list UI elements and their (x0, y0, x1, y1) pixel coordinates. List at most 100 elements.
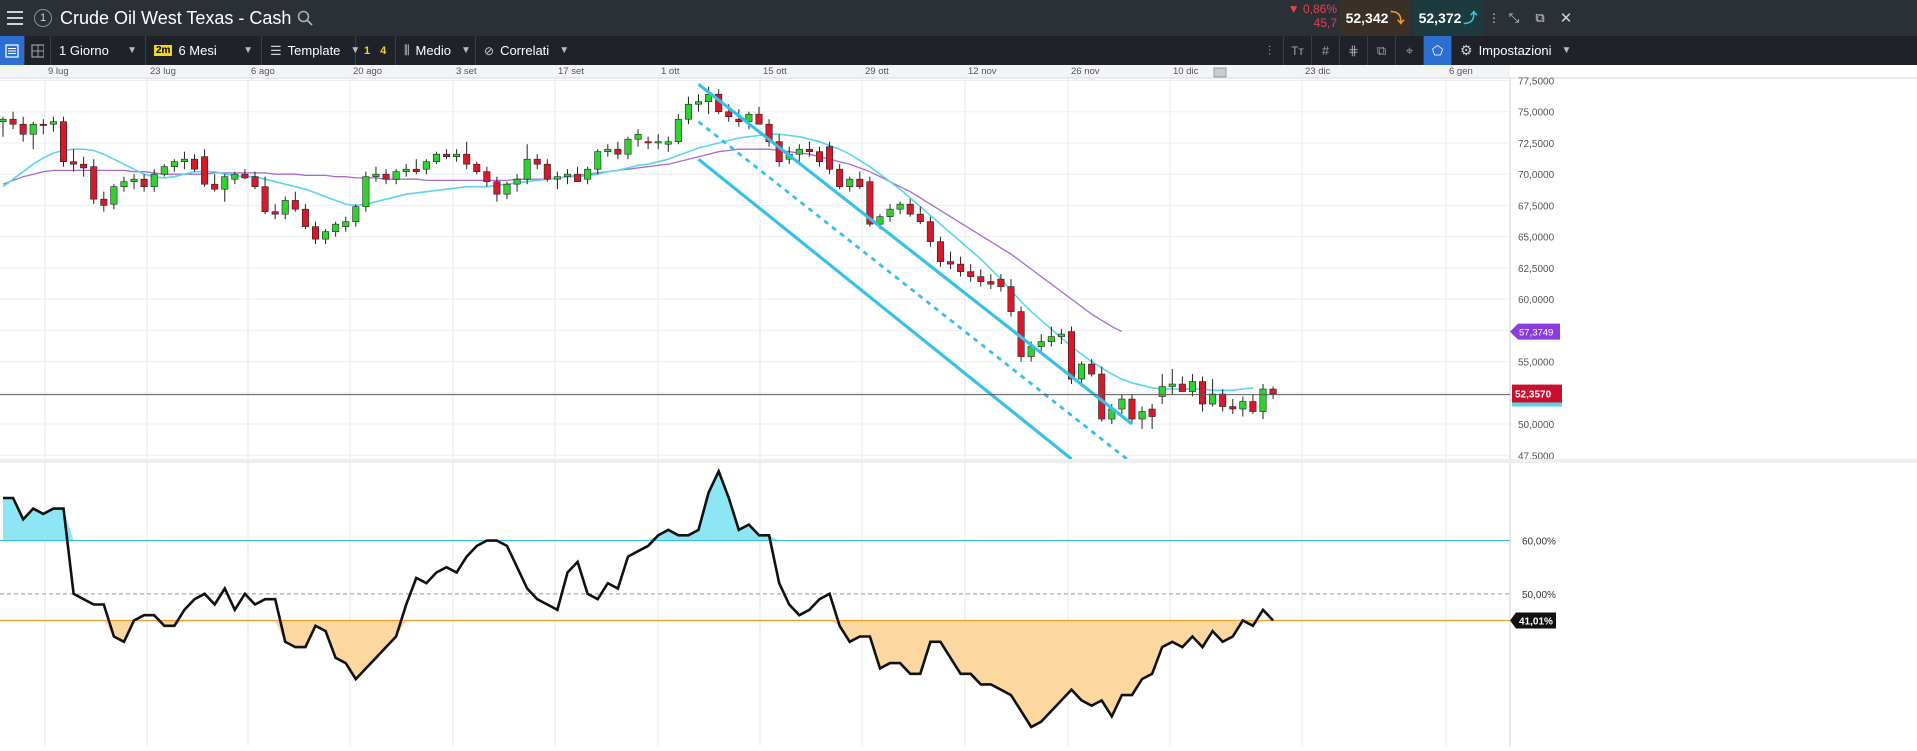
candle-body (150, 173, 158, 187)
candle-body (936, 241, 944, 262)
date-tick-label: 20 ago (353, 66, 382, 77)
candles-icon: ⫼ (404, 43, 410, 57)
change-pct: ▼ 0,86% (1287, 2, 1337, 16)
price-tick-label: 67,5000 (1518, 201, 1555, 212)
candle-body (382, 173, 390, 180)
candle-body (271, 211, 279, 215)
price-tick-label: 72,5000 (1518, 139, 1555, 150)
text-size-icon[interactable]: Tт (1284, 36, 1312, 65)
date-tick-label: 23 dic (1305, 66, 1331, 77)
badge-4: 4 (380, 44, 387, 57)
hamburger-menu-icon[interactable] (0, 0, 30, 36)
candle-body (563, 173, 571, 177)
layers-icon[interactable]: ⧉ (1368, 36, 1396, 65)
period-label: 6 Mesi (178, 43, 217, 58)
drag-handle-icon[interactable]: ⋮ (1488, 11, 1500, 25)
candle-body (604, 148, 612, 153)
crosshair-icon[interactable]: ⌖ (1396, 36, 1424, 65)
candle-body (0, 118, 7, 123)
candle-body (503, 183, 511, 195)
candle-body (120, 181, 128, 187)
candle-body (836, 168, 844, 187)
pane-separator (0, 459, 1917, 463)
price-tick-label: 55,0000 (1518, 358, 1555, 369)
candle-body (39, 123, 47, 126)
candle-body (301, 208, 309, 227)
settings-button[interactable]: ⚙ Impostazioni ▼ (1452, 36, 1571, 65)
date-tick-label: 15 ott (763, 66, 787, 77)
search-icon[interactable] (297, 10, 314, 26)
correlated-select[interactable]: ⊘ Correlati ▼ (476, 36, 569, 65)
candle-body (191, 158, 199, 170)
oscillator-line (3, 467, 1275, 729)
candle-body (1007, 286, 1015, 312)
chart-canvas[interactable]: 9 lug 23 lug 6 ago 20 ago 3 set 17 set 1 ott 15… (0, 65, 1917, 746)
shrink-icon[interactable]: ⤡ (1508, 10, 1520, 25)
overbought-fill (3, 471, 1274, 541)
list-view-button[interactable] (0, 36, 25, 65)
candle-body (755, 113, 763, 125)
date-tick-label: 10 dic (1173, 66, 1199, 77)
up-arrow-icon: ⤴ (1463, 10, 1478, 26)
candle-body (362, 176, 370, 207)
correlati-label: Correlati (500, 43, 550, 58)
period-select[interactable]: 2m 6 Mesi ▼ (146, 36, 262, 65)
sell-price-button[interactable]: 52,342 ⤵ (1340, 0, 1410, 36)
candle-body (866, 181, 874, 225)
candle-body (473, 163, 481, 172)
candle-body (997, 278, 1005, 287)
template-select[interactable]: ☰ Template ▼ (262, 36, 360, 65)
candle-body (342, 221, 350, 227)
buy-price-button[interactable]: 52,372 ⤴ (1413, 0, 1483, 36)
candle-body (1269, 388, 1277, 395)
tag-icon[interactable]: ⬠ (1424, 36, 1452, 65)
candle-body (553, 176, 561, 180)
candle-body (926, 221, 934, 242)
draw-tools-icon[interactable]: ⋕ (1340, 36, 1368, 65)
last-price-tag (1512, 384, 1562, 403)
date-axis-band (0, 65, 1510, 78)
ruler-icon[interactable]: ⫶ (1256, 36, 1284, 65)
interval-select[interactable]: 1 Giorno ▼ (51, 36, 146, 65)
candle-body (1078, 363, 1086, 380)
price-tick-label: 77,5000 (1518, 76, 1555, 87)
date-tick-label: 17 set (558, 66, 584, 77)
candle-body (463, 153, 471, 165)
candle-body (311, 226, 319, 240)
candle-body (967, 271, 975, 277)
candle-body (523, 158, 531, 180)
candle-body (1199, 381, 1207, 405)
candle-body (725, 111, 733, 118)
candle-body (453, 153, 461, 157)
indicator-select[interactable]: ⫼ Medio ▼ (396, 36, 476, 65)
grid-layout-button[interactable] (25, 36, 51, 65)
date-tick-label: 6 ago (251, 66, 275, 77)
sell-price: 52,342 (1345, 10, 1389, 26)
candle-body (1249, 401, 1257, 412)
candle-body (594, 151, 602, 170)
candle-body (906, 203, 914, 215)
candle-body (735, 118, 743, 123)
candle-body (916, 213, 924, 222)
layer-badges[interactable]: 1 4 (356, 36, 396, 65)
candle-body (634, 133, 642, 140)
candle-body (211, 183, 219, 190)
instrument-title: Crude Oil West Texas - Cash (60, 7, 292, 28)
close-icon[interactable]: ✕ (1559, 10, 1573, 27)
candle-body (624, 138, 632, 155)
popout-icon[interactable]: ⧉ (1535, 10, 1545, 25)
oscillator-value-label: 41,01% (1519, 616, 1553, 627)
grid-icon[interactable]: # (1312, 36, 1340, 65)
candle-body (1178, 383, 1186, 392)
candle-body (443, 153, 451, 157)
chart-area[interactable]: 9 lug 23 lug 6 ago 20 ago 3 set 17 set 1 ott 15… (0, 65, 1917, 746)
candle-body (745, 113, 753, 123)
candle-body (543, 163, 551, 180)
candle-body (805, 148, 813, 153)
candle-body (261, 186, 269, 212)
info-icon[interactable]: 1 (34, 9, 52, 27)
candle-body (1158, 386, 1166, 397)
candle-body (1067, 331, 1075, 380)
candle-body (160, 166, 168, 175)
candle-body (80, 163, 88, 169)
